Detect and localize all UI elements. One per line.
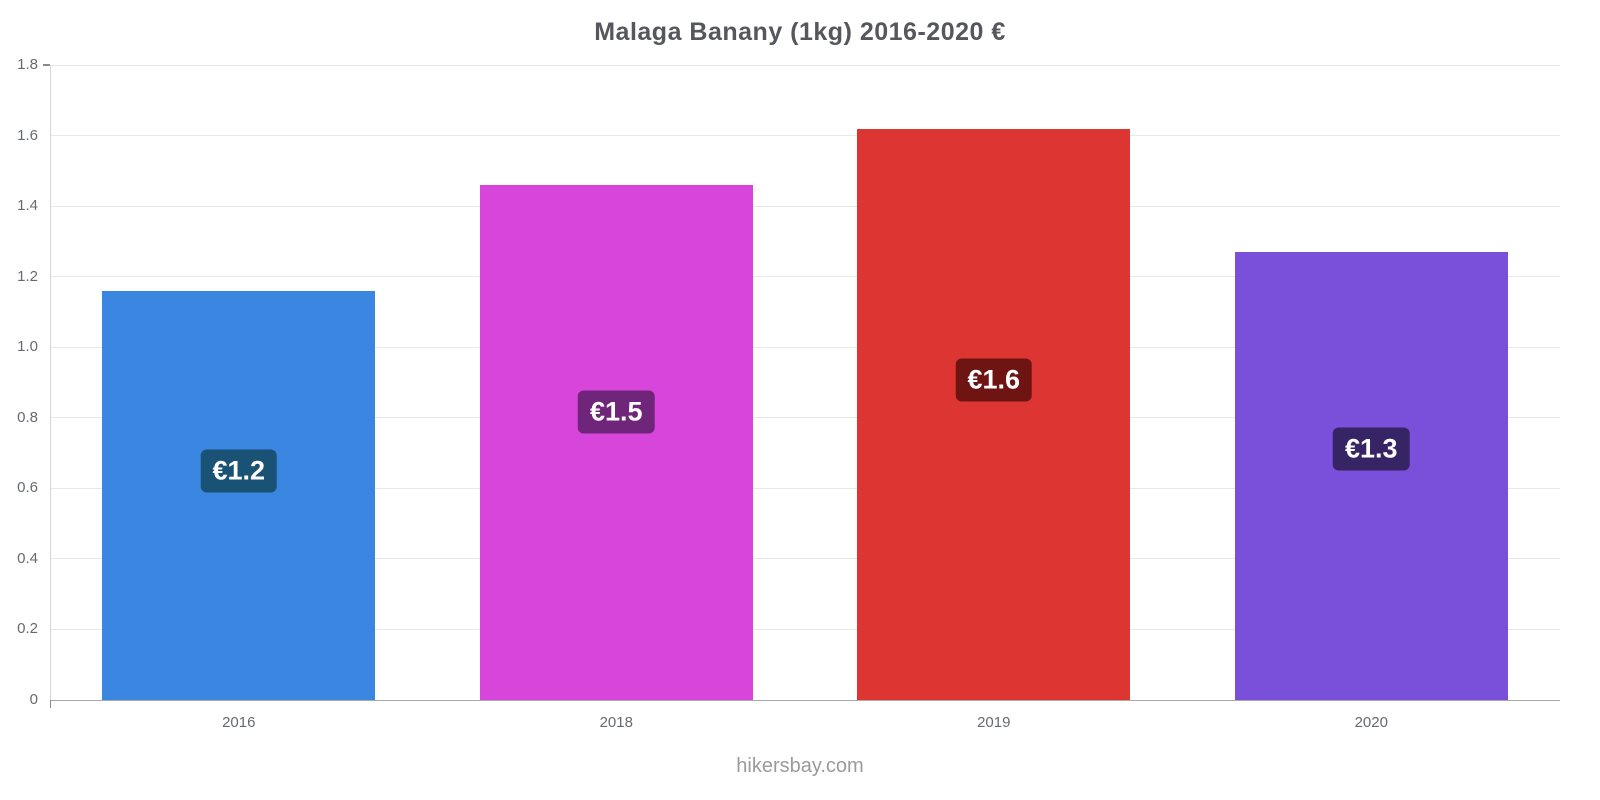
y-axis-top-tick xyxy=(43,64,50,66)
gridline xyxy=(50,487,1560,489)
y-axis-tick-label: 0.6 xyxy=(17,479,38,497)
y-axis-tick-label: 0.8 xyxy=(17,408,38,426)
y-axis-tick-label: 0.2 xyxy=(17,620,38,638)
x-axis-line xyxy=(50,700,1560,701)
y-axis-tick-label: 0.4 xyxy=(17,549,38,567)
y-axis-tick-label: 1.2 xyxy=(17,267,38,285)
source-watermark: hikersbay.com xyxy=(736,755,864,777)
gridline xyxy=(50,64,1560,66)
value-label-2016: €1.2 xyxy=(200,449,278,493)
gridline xyxy=(50,417,1560,419)
x-axis-origin-tick xyxy=(50,700,51,708)
y-axis-tick-label: 1.0 xyxy=(17,338,38,356)
gridline xyxy=(50,205,1560,207)
gridline xyxy=(50,628,1560,630)
value-label-2020: €1.3 xyxy=(1332,427,1410,471)
y-axis-tick-label: 1.4 xyxy=(17,197,38,215)
x-axis-label-2019: 2019 xyxy=(977,714,1011,731)
bar-2019 xyxy=(857,128,1131,700)
x-axis-label-2016: 2016 xyxy=(222,714,256,731)
chart-title: Malaga Banany (1kg) 2016-2020 € xyxy=(594,18,1006,46)
y-axis-tick-label: 1.6 xyxy=(17,126,38,144)
y-axis-line xyxy=(50,65,51,706)
value-label-2018: €1.5 xyxy=(577,390,655,434)
y-axis-tick-label: 1.8 xyxy=(17,56,38,73)
gridline xyxy=(50,276,1560,278)
bar-2020 xyxy=(1234,251,1508,700)
gridline xyxy=(50,135,1560,137)
gridline xyxy=(50,346,1560,348)
x-axis-label-2018: 2018 xyxy=(599,714,633,731)
bar-2018 xyxy=(479,184,753,700)
y-axis-tick-label: 0 xyxy=(29,691,38,708)
x-axis-label-2020: 2020 xyxy=(1354,714,1388,731)
bar-2016 xyxy=(102,290,376,700)
value-label-2019: €1.6 xyxy=(955,358,1033,402)
gridline xyxy=(50,558,1560,560)
